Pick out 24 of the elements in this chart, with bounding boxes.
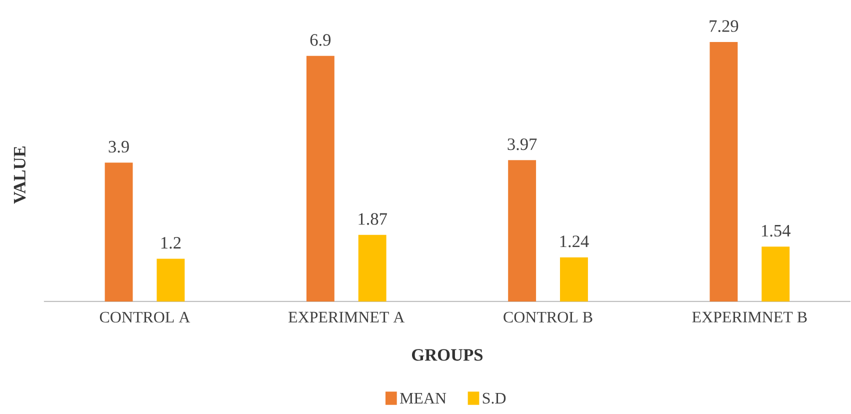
bar — [358, 234, 386, 302]
x-axis-title: GROUPS — [412, 349, 483, 361]
bar — [560, 257, 588, 302]
bar — [104, 162, 133, 302]
bar — [156, 258, 185, 302]
data-label: 1.54 — [762, 224, 790, 237]
legend-label: MEAN — [400, 392, 446, 404]
data-label: 1.87 — [358, 213, 387, 225]
data-label: 6.9 — [310, 34, 331, 46]
bar — [710, 42, 738, 302]
data-label: 3.9 — [108, 140, 129, 153]
bar — [306, 56, 334, 302]
x-tick-label: EXPERIMNET B — [692, 312, 807, 322]
bar — [762, 246, 790, 302]
data-label: 3.97 — [508, 138, 537, 150]
y-axis-title: VALUE — [14, 146, 26, 204]
x-tick-label: CONTROL A — [100, 312, 190, 322]
x-tick-label: EXPERIMNET A — [288, 312, 405, 322]
data-label: 1.24 — [560, 235, 589, 248]
x-tick-label: CONTROL B — [504, 312, 592, 322]
data-label: 1.2 — [161, 236, 181, 249]
legend-label: S.D — [482, 392, 506, 404]
bar — [508, 160, 536, 302]
data-label: 7.29 — [710, 20, 738, 32]
